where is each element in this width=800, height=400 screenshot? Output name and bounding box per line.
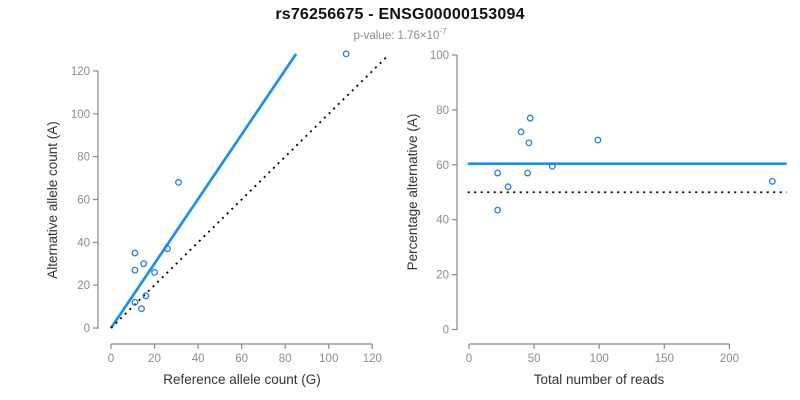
chart-header: rs76256675 - ENSG00000153094 p-value: 1.… <box>0 6 800 42</box>
data-point <box>175 178 182 186</box>
x-tick-label: 0 <box>466 353 472 365</box>
x-tick-label: 60 <box>235 353 248 365</box>
y-tick-label: 40 <box>77 237 90 249</box>
pvalue-base: 1.76×10 <box>397 29 440 42</box>
y-tick-label: 120 <box>71 66 90 78</box>
y-tick-label: 60 <box>436 160 449 172</box>
y-tick-label: 80 <box>436 105 449 117</box>
y-tick-label: 100 <box>71 109 90 121</box>
y-tick-label: 60 <box>77 194 90 206</box>
chart-title: rs76256675 - ENSG00000153094 <box>275 6 525 23</box>
data-point <box>151 268 158 276</box>
x-tick-label: 150 <box>655 353 674 365</box>
data-point <box>342 50 350 58</box>
y-tick-label: 0 <box>443 325 449 337</box>
x-tick-label: 120 <box>363 353 382 365</box>
data-point <box>131 249 139 257</box>
x-tick-label: 100 <box>590 353 609 365</box>
percentage-vs-reads-scatter-x-title: Total number of reads <box>534 372 665 387</box>
data-point <box>131 298 139 306</box>
y-tick-label: 20 <box>77 280 90 292</box>
x-tick-label: 40 <box>192 353 205 365</box>
allele-count-scatter-y-title: Alternative allele count (A) <box>45 121 60 279</box>
data-point <box>164 245 172 253</box>
pvalue-exponent: -7 <box>439 27 447 36</box>
identity-line <box>110 55 389 329</box>
data-point <box>504 183 512 191</box>
x-tick-label: 200 <box>720 353 739 365</box>
y-tick-label: 0 <box>84 323 90 335</box>
data-point <box>138 305 145 313</box>
data-point <box>525 139 533 147</box>
x-tick-label: 50 <box>528 353 541 365</box>
x-tick-label: 20 <box>148 353 161 365</box>
data-point <box>517 128 525 136</box>
data-point <box>768 177 776 185</box>
y-tick-label: 100 <box>430 50 449 62</box>
percentage-vs-reads-scatter-y-title: Percentage alternative (A) <box>405 114 420 271</box>
data-point <box>526 114 534 122</box>
data-point <box>140 260 148 268</box>
fitted-ratio-line <box>109 53 298 329</box>
data-point <box>142 292 150 300</box>
data-point <box>548 162 556 170</box>
data-point <box>131 266 139 274</box>
data-point <box>594 136 602 144</box>
x-tick-label: 80 <box>279 353 292 365</box>
chart-subtitle: p-value: 1.76×10-7 <box>0 27 800 42</box>
y-tick-label: 80 <box>77 152 90 164</box>
pvalue-label: p-value: <box>353 29 398 42</box>
data-point <box>524 169 532 177</box>
y-tick-label: 40 <box>436 215 449 227</box>
data-point <box>494 206 502 214</box>
y-tick-label: 20 <box>436 270 449 282</box>
data-point <box>494 169 502 177</box>
x-tick-label: 100 <box>319 353 338 365</box>
x-tick-label: 0 <box>108 353 114 365</box>
allele-count-scatter-x-title: Reference allele count (G) <box>163 372 321 387</box>
